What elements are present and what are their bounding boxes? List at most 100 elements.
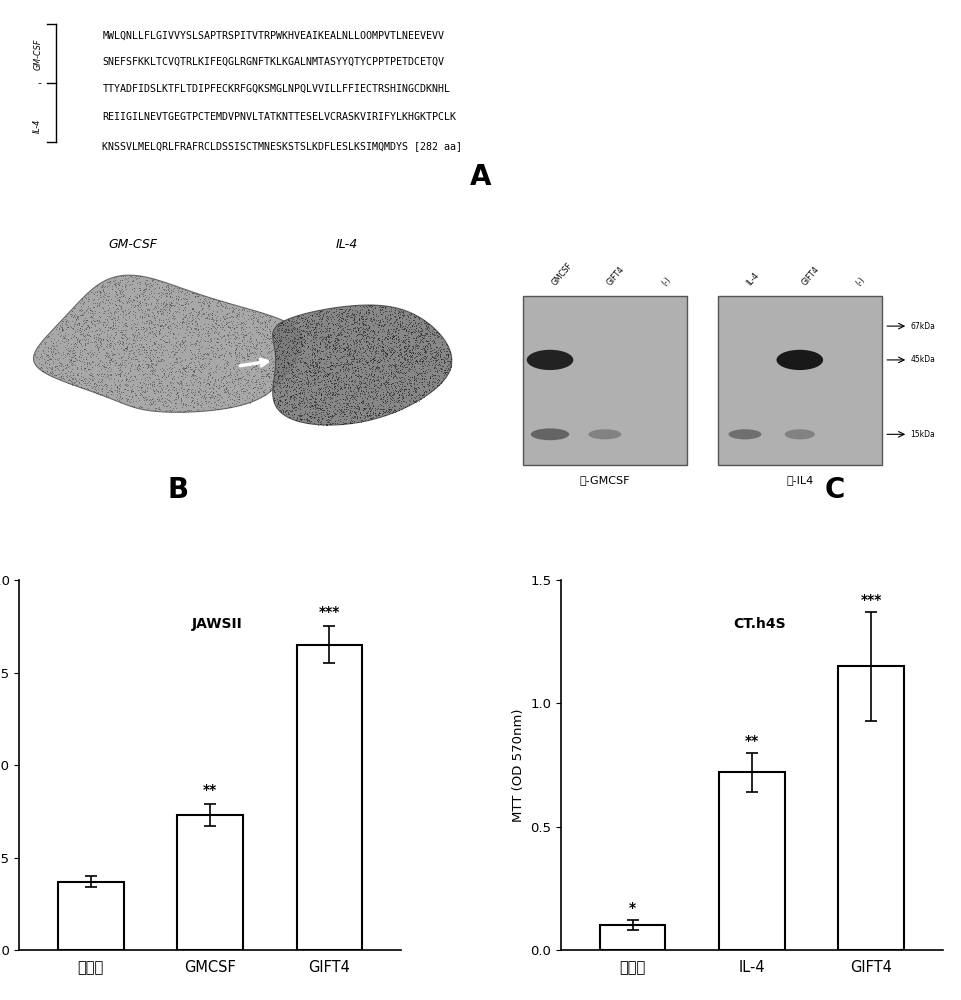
Point (137, 323, 153, 339)
Point (401, 338, 416, 354)
Point (274, 353, 289, 369)
Point (334, 363, 350, 379)
Point (291, 392, 307, 408)
Text: KNSSVLMELQRLFRAFRCLDSSISCTMNESKSTSLKDFLESLKSIMQMDYS [282 aa]: KNSSVLMELQRLFRAFRCLDSSISCTMNESKSTSLKDFLE… (102, 142, 462, 152)
Point (357, 389, 372, 405)
Point (257, 314, 272, 330)
Point (61, 345, 76, 361)
Point (195, 320, 210, 336)
Point (223, 338, 238, 354)
Point (167, 395, 183, 411)
Point (276, 354, 291, 370)
Point (385, 344, 401, 360)
Point (374, 311, 389, 327)
Point (307, 321, 322, 337)
Point (406, 359, 421, 375)
Point (233, 383, 248, 399)
Point (361, 371, 377, 387)
Point (209, 371, 225, 387)
Point (150, 273, 165, 289)
Point (387, 382, 403, 398)
Point (220, 396, 235, 412)
Point (394, 376, 409, 392)
Point (64, 326, 80, 342)
Point (286, 399, 302, 415)
Point (395, 333, 410, 349)
Point (154, 312, 169, 328)
Point (103, 367, 118, 383)
Point (179, 382, 194, 398)
Point (441, 344, 456, 360)
Point (137, 332, 153, 348)
Point (363, 345, 379, 361)
Point (133, 379, 148, 395)
Point (48, 346, 63, 362)
Point (392, 304, 407, 320)
Point (189, 361, 205, 377)
Point (210, 317, 226, 333)
Point (401, 356, 416, 372)
Point (407, 330, 423, 346)
Point (260, 353, 276, 369)
Point (352, 404, 367, 420)
Point (400, 356, 415, 372)
Point (42, 364, 58, 380)
Point (71, 316, 86, 332)
Point (41, 351, 57, 367)
Point (369, 327, 384, 343)
Point (328, 340, 343, 356)
Point (350, 322, 365, 338)
Point (321, 320, 336, 336)
Point (265, 379, 281, 395)
Point (218, 384, 234, 400)
Point (342, 413, 357, 429)
Point (391, 304, 407, 320)
Point (426, 360, 441, 376)
Point (305, 390, 320, 406)
Point (113, 357, 129, 373)
Point (306, 357, 321, 373)
Point (408, 340, 424, 356)
Point (152, 323, 167, 339)
Point (409, 387, 425, 403)
Point (370, 407, 385, 423)
Point (168, 382, 184, 398)
Point (270, 351, 285, 367)
Point (341, 405, 357, 421)
Point (398, 323, 413, 339)
Point (354, 301, 369, 317)
Point (114, 390, 130, 406)
Point (262, 312, 278, 328)
Point (55, 370, 70, 386)
Point (173, 291, 188, 307)
Point (371, 349, 386, 365)
Point (64, 370, 80, 386)
Point (394, 348, 409, 364)
Point (329, 350, 344, 366)
Point (162, 303, 178, 319)
Point (201, 308, 216, 324)
Point (146, 307, 161, 323)
Point (382, 335, 397, 351)
Point (424, 323, 439, 339)
Point (77, 310, 92, 326)
Point (67, 338, 83, 354)
Point (323, 410, 338, 426)
Point (74, 343, 89, 359)
Point (221, 337, 236, 353)
Point (355, 383, 370, 399)
Point (88, 312, 104, 328)
Point (381, 376, 396, 392)
Point (194, 306, 209, 322)
Point (338, 368, 354, 384)
Point (210, 372, 226, 388)
Point (390, 357, 406, 373)
Point (84, 349, 99, 365)
Point (414, 331, 430, 347)
Point (308, 365, 324, 381)
Point (345, 322, 360, 338)
Point (136, 292, 151, 308)
Point (394, 390, 409, 406)
Point (307, 396, 322, 412)
Point (160, 324, 176, 340)
